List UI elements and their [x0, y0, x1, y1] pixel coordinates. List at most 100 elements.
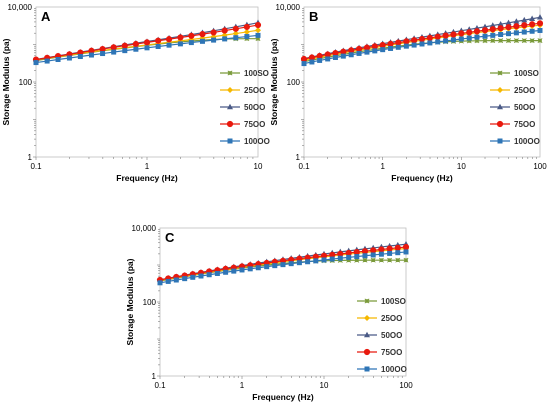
marker-cross: [497, 70, 503, 76]
data-point: [301, 61, 307, 67]
data-point: [44, 58, 50, 64]
y-tick-label: 1: [28, 153, 33, 162]
data-point: [427, 40, 433, 46]
data-point: [223, 269, 229, 275]
data-point: [403, 43, 409, 49]
data-point: [411, 42, 417, 48]
data-point: [521, 29, 527, 35]
data-point: [188, 32, 195, 39]
marker-cross: [506, 38, 512, 44]
data-point: [505, 24, 512, 31]
marker-cross: [378, 257, 384, 263]
data-point: [363, 348, 371, 356]
data-point: [221, 27, 228, 34]
data-point: [111, 49, 117, 55]
data-point: [395, 250, 401, 256]
data-point: [337, 250, 344, 257]
data-point: [254, 21, 262, 29]
legend-entry: 100SO: [220, 69, 269, 78]
data-point: [473, 28, 481, 35]
data-point: [214, 270, 220, 276]
data-point: [182, 276, 188, 282]
marker-cross: [513, 38, 519, 44]
y-tick-label: 10,000: [8, 3, 33, 12]
data-point: [99, 45, 106, 53]
series-100oo: [301, 27, 543, 67]
data-point: [33, 60, 39, 66]
data-point: [466, 29, 473, 36]
data-point: [227, 70, 233, 76]
data-point: [288, 261, 294, 267]
y-tick-label: 1: [152, 372, 157, 381]
x-tick-label: 10: [457, 162, 466, 171]
data-point: [364, 49, 370, 55]
data-point: [188, 40, 194, 46]
legend-label: 25OO: [514, 86, 535, 95]
marker-cross: [395, 257, 401, 263]
data-point: [378, 246, 385, 253]
y-tick-label: 10,000: [276, 3, 301, 12]
data-point: [380, 47, 386, 53]
data-point: [177, 41, 183, 47]
data-point: [346, 254, 352, 260]
data-point: [402, 243, 410, 251]
data-point: [497, 20, 504, 27]
data-point: [513, 23, 520, 30]
legend-entry: 100OO: [490, 137, 540, 146]
data-point: [387, 40, 394, 47]
series-100oo: [33, 32, 261, 66]
data-point: [233, 35, 239, 41]
data-point: [155, 37, 162, 44]
data-point: [506, 38, 512, 44]
data-point: [66, 55, 72, 61]
data-point: [165, 36, 173, 43]
data-point: [529, 28, 535, 34]
legend-label: 100SO: [244, 69, 269, 78]
legend-entry: 75OO: [357, 348, 402, 357]
data-point: [321, 257, 327, 263]
data-point: [378, 251, 384, 257]
data-point: [521, 38, 527, 44]
data-point: [280, 262, 286, 268]
legend-entry: 50OO: [490, 103, 535, 112]
data-point: [198, 273, 204, 279]
data-point: [362, 253, 368, 259]
data-point: [387, 250, 393, 256]
data-point: [498, 31, 504, 37]
data-point: [309, 59, 315, 65]
data-point: [211, 37, 217, 43]
data-point: [155, 43, 161, 49]
data-point: [490, 38, 496, 44]
data-point: [100, 51, 106, 57]
data-point: [210, 29, 217, 36]
data-point: [354, 254, 360, 260]
data-point: [395, 257, 401, 263]
legend-label: 100OO: [381, 365, 407, 374]
data-point: [403, 257, 409, 263]
data-point: [355, 45, 363, 53]
data-point: [403, 249, 409, 255]
data-point: [244, 34, 250, 40]
data-point: [481, 27, 489, 34]
x-axis-title: Frequency (Hz): [252, 392, 314, 402]
legend-entry: 50OO: [357, 331, 402, 340]
data-point: [77, 54, 83, 60]
legend-label: 100SO: [381, 297, 406, 306]
marker-cross: [227, 70, 233, 76]
data-point: [227, 103, 233, 110]
data-point: [443, 38, 449, 44]
data-point: [232, 25, 239, 32]
legend-label: 100OO: [514, 137, 540, 146]
panel-label: C: [165, 230, 175, 245]
data-point: [537, 27, 543, 33]
data-point: [513, 38, 519, 44]
data-point: [497, 103, 503, 110]
data-point: [255, 265, 261, 271]
x-tick-label: 1: [145, 162, 150, 171]
data-point: [506, 31, 512, 37]
data-point: [165, 278, 171, 284]
data-point: [364, 298, 370, 304]
legend-label: 25OO: [381, 314, 402, 323]
legend-label: 25OO: [244, 86, 265, 95]
